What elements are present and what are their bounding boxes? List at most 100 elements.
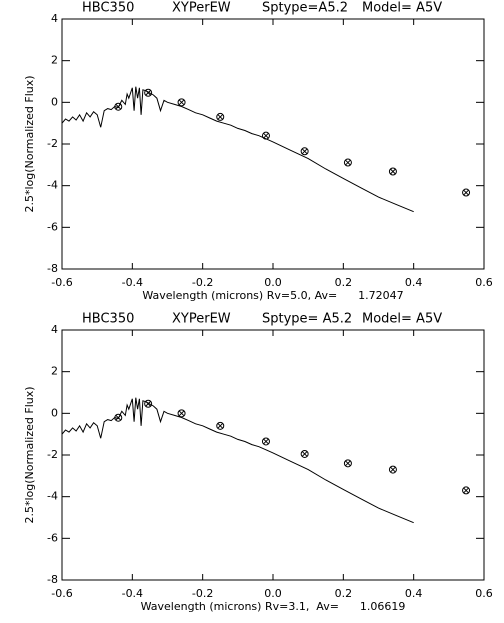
marker-cross xyxy=(390,466,396,473)
y-tick-label: 2 xyxy=(51,54,58,67)
marker-circle xyxy=(388,167,397,176)
photometry-point xyxy=(261,437,270,446)
marker-cross xyxy=(345,460,351,467)
marker-circle xyxy=(261,131,270,140)
y-tick-label: 4 xyxy=(51,12,58,25)
y-tick-label: -2 xyxy=(47,448,58,461)
photometry-point xyxy=(144,399,153,408)
marker-circle xyxy=(343,459,352,468)
marker-circle xyxy=(462,188,471,197)
photometry-point xyxy=(462,188,471,197)
photometry-point xyxy=(114,413,123,422)
x-tick-label: 0.6 xyxy=(475,276,493,289)
marker-circle xyxy=(114,413,123,422)
marker-cross xyxy=(178,99,185,106)
panel-title: XYPerEW xyxy=(172,312,231,327)
panel-title: Sptype= A5.2 xyxy=(262,312,352,327)
panel-title: HBC350 xyxy=(82,312,134,327)
x-tick-label: 0.2 xyxy=(335,276,353,289)
x-tick-label: 0.6 xyxy=(475,587,493,600)
marker-circle xyxy=(144,88,153,97)
marker-circle xyxy=(462,486,471,495)
marker-cross xyxy=(145,89,152,96)
marker-cross xyxy=(217,422,224,429)
x-tick-label: -0.6 xyxy=(51,587,72,600)
marker-cross xyxy=(217,114,224,120)
y-axis-label: 2.5*log(Normalized Flux) xyxy=(23,75,36,212)
marker-cross xyxy=(263,438,269,445)
photometry-point xyxy=(300,449,309,458)
marker-cross xyxy=(263,132,269,139)
marker-circle xyxy=(177,409,186,418)
photometry-point xyxy=(388,465,397,474)
marker-cross xyxy=(301,451,308,457)
x-tick-label: 0.4 xyxy=(405,587,423,600)
panel-title: Sptype=A5.2 xyxy=(262,1,348,16)
photometry-point xyxy=(177,98,186,107)
photometry-point xyxy=(114,102,123,111)
panel: HBC350 XYPerEW Sptype= A5.2 Model= A5V-0.6-… xyxy=(23,312,493,614)
plot-frame xyxy=(61,329,485,581)
y-tick-label: 0 xyxy=(51,406,58,419)
model-spectrum xyxy=(61,397,414,524)
photometry-point xyxy=(388,167,397,176)
marker-cross xyxy=(178,410,185,417)
panel-title: Model= A5V xyxy=(362,1,442,16)
panel: HBC350 XYPerEW Sptype=A5.2 Model= A5V -0.6 -0… xyxy=(23,1,493,303)
panel-title: XYPerEW xyxy=(172,1,231,16)
x-tick-label: 0.0 xyxy=(264,587,282,600)
marker-cross xyxy=(345,159,351,166)
panel-title: HBC350 xyxy=(82,1,134,16)
x-tick-label: 0.0 xyxy=(264,276,282,289)
marker-circle xyxy=(261,437,270,446)
y-tick-label: -6 xyxy=(47,220,58,233)
y-tick-label: 4 xyxy=(51,323,58,336)
photometry-point xyxy=(300,147,309,156)
y-tick-label: -6 xyxy=(47,531,58,544)
y-tick-label: -4 xyxy=(47,490,58,503)
marker-circle xyxy=(300,449,309,458)
photometry-point xyxy=(343,158,352,167)
y-tick-label: -4 xyxy=(47,179,58,192)
photometry-point xyxy=(216,112,225,121)
marker-cross xyxy=(115,414,122,421)
x-tick-label: -0.6 xyxy=(51,276,72,289)
photometry-point xyxy=(177,409,186,418)
x-axis-label: Wavelength (microns) Rv=5.0, Av= 1.72047 xyxy=(142,289,403,302)
photometry-point xyxy=(261,131,270,140)
marker-circle xyxy=(388,465,397,474)
marker-cross xyxy=(390,168,396,175)
x-tick-label: -0.2 xyxy=(192,276,213,289)
x-tick-label: 0.2 xyxy=(335,587,353,600)
x-axis-label: Wavelength (microns) Rv=3.1, Av= 1.06619 xyxy=(141,600,406,613)
panel-title: Model= A5V xyxy=(362,312,442,327)
photometry-point xyxy=(462,486,471,495)
x-tick-label: -0.4 xyxy=(122,587,143,600)
marker-circle xyxy=(300,147,309,156)
y-axis-label: 2.5*log(Normalized Flux) xyxy=(23,386,36,523)
y-tick-label: -8 xyxy=(47,262,58,275)
marker-cross xyxy=(463,487,469,494)
photometry-point xyxy=(216,421,225,430)
y-tick-label: 2 xyxy=(51,365,58,378)
x-tick-label: 0.4 xyxy=(405,276,423,289)
marker-cross xyxy=(115,103,122,110)
marker-circle xyxy=(177,98,186,107)
x-tick-label: -0.2 xyxy=(192,587,213,600)
marker-cross xyxy=(463,189,469,196)
plot-frame xyxy=(61,18,485,270)
y-tick-label: -2 xyxy=(47,137,58,150)
marker-circle xyxy=(216,421,225,430)
y-tick-label: 0 xyxy=(51,95,58,108)
marker-circle xyxy=(216,112,225,121)
photometry-point xyxy=(343,459,352,468)
marker-circle xyxy=(343,158,352,167)
x-tick-label: -0.4 xyxy=(122,276,143,289)
marker-cross xyxy=(145,400,152,407)
marker-circle xyxy=(114,102,123,111)
photometry-point xyxy=(144,88,153,97)
y-tick-label: -8 xyxy=(47,573,58,586)
marker-cross xyxy=(301,148,308,155)
